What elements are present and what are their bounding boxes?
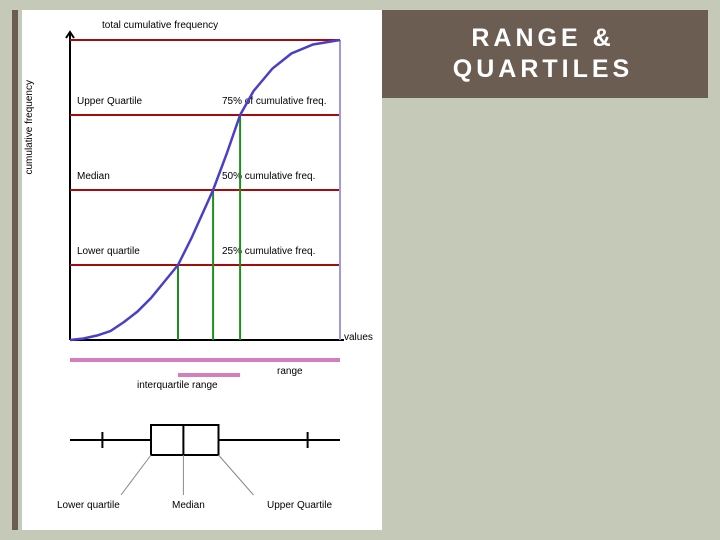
title-box: RANGE & QUARTILES <box>378 10 708 98</box>
slide: RANGE & QUARTILES cumulative frequency t… <box>0 0 720 540</box>
diagram-svg <box>22 10 382 530</box>
diagram-panel: cumulative frequency total cumulative fr… <box>22 10 382 530</box>
slide-title: RANGE & QUARTILES <box>378 23 708 86</box>
accent-bar <box>12 10 18 530</box>
